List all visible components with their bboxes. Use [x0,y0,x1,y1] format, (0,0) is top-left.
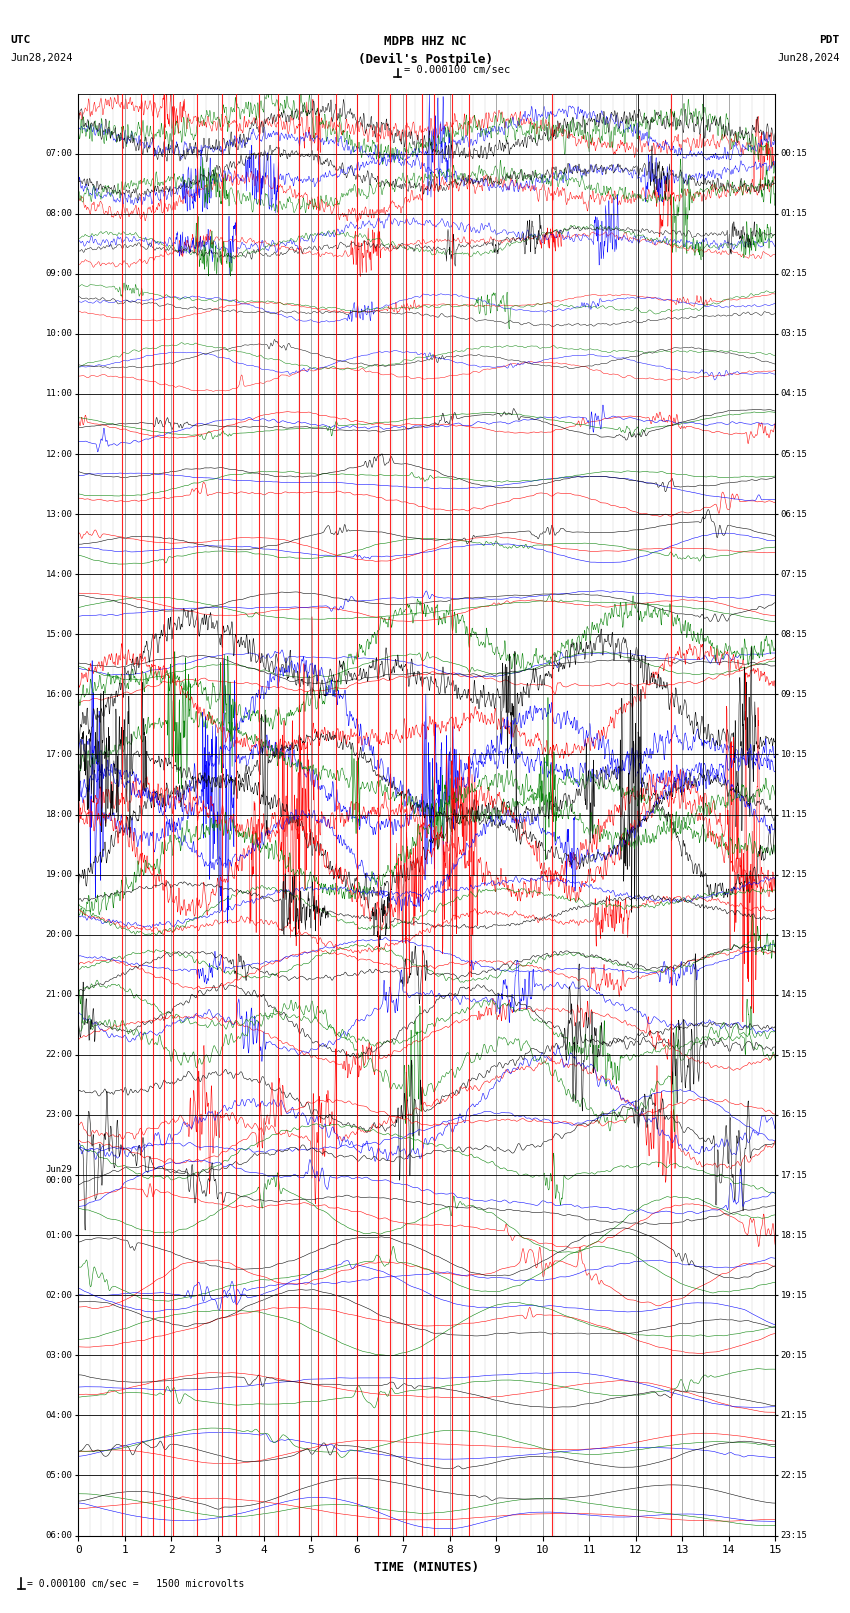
Text: Jun28,2024: Jun28,2024 [10,53,73,63]
X-axis label: TIME (MINUTES): TIME (MINUTES) [374,1561,479,1574]
Text: MDPB HHZ NC: MDPB HHZ NC [383,35,467,48]
Text: UTC: UTC [10,35,31,45]
Text: = 0.000100 cm/sec: = 0.000100 cm/sec [404,65,510,76]
Text: PDT: PDT [819,35,840,45]
Text: = 0.000100 cm/sec =   1500 microvolts: = 0.000100 cm/sec = 1500 microvolts [27,1579,245,1589]
Text: Jun28,2024: Jun28,2024 [777,53,840,63]
Text: (Devil's Postpile): (Devil's Postpile) [358,53,492,66]
